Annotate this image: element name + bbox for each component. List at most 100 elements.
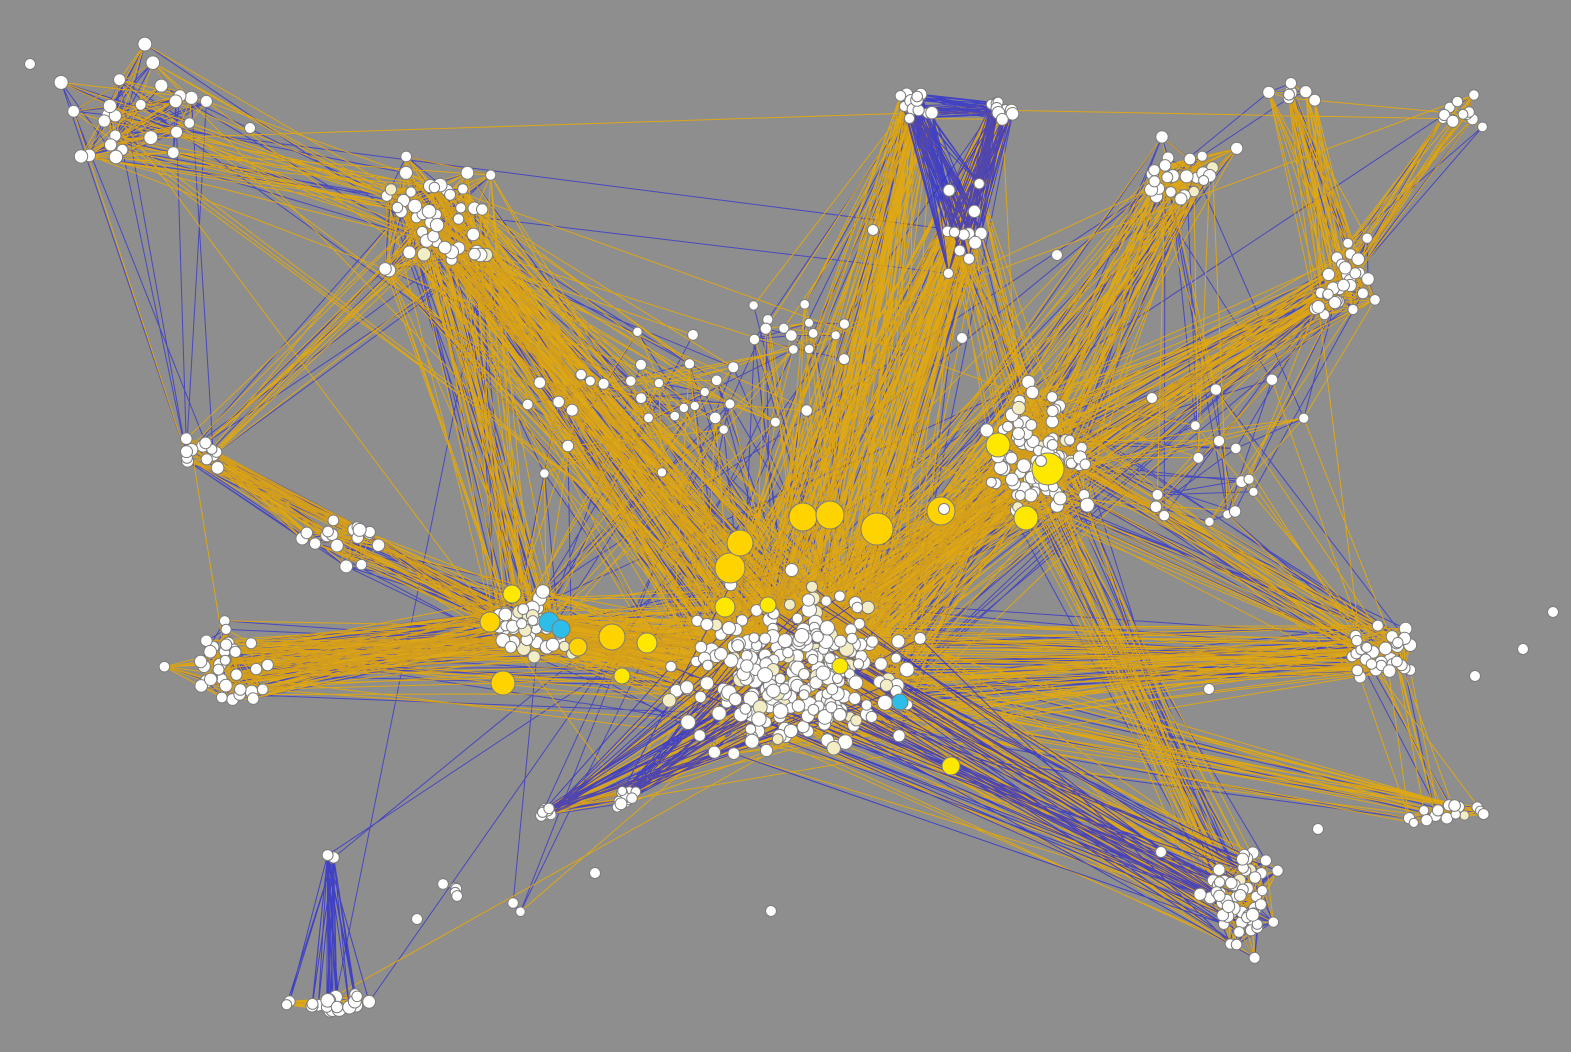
graph-node[interactable] bbox=[306, 997, 319, 1010]
graph-node[interactable] bbox=[1299, 85, 1313, 99]
graph-node[interactable] bbox=[184, 90, 199, 105]
graph-node[interactable] bbox=[1064, 434, 1076, 446]
graph-node[interactable] bbox=[728, 692, 743, 707]
graph-node[interactable] bbox=[194, 679, 208, 693]
graph-node[interactable] bbox=[589, 867, 601, 879]
graph-node[interactable] bbox=[626, 792, 638, 805]
graph-node[interactable] bbox=[53, 74, 69, 90]
graph-node[interactable] bbox=[774, 673, 786, 685]
graph-node[interactable] bbox=[1053, 491, 1068, 506]
graph-node[interactable] bbox=[1045, 414, 1060, 429]
graph-node[interactable] bbox=[985, 476, 997, 488]
graph-node[interactable] bbox=[545, 637, 560, 652]
graph-node[interactable] bbox=[416, 247, 432, 262]
graph-node[interactable] bbox=[825, 701, 838, 714]
graph-node[interactable] bbox=[597, 377, 610, 390]
graph-node[interactable] bbox=[1023, 488, 1038, 503]
graph-node[interactable] bbox=[405, 186, 417, 198]
graph-node[interactable] bbox=[911, 90, 924, 103]
graph-node[interactable] bbox=[811, 630, 824, 643]
graph-node[interactable] bbox=[1347, 303, 1359, 316]
graph-node[interactable] bbox=[617, 786, 628, 796]
graph-node[interactable] bbox=[1183, 152, 1197, 166]
graph-node[interactable] bbox=[865, 710, 878, 724]
graph-node[interactable] bbox=[1011, 400, 1026, 416]
graph-node[interactable] bbox=[1014, 489, 1026, 501]
graph-node[interactable] bbox=[1517, 643, 1529, 655]
graph-node[interactable] bbox=[1158, 509, 1170, 522]
graph-node[interactable] bbox=[851, 601, 864, 614]
graph-node[interactable] bbox=[250, 662, 263, 676]
graph-node[interactable] bbox=[407, 198, 423, 214]
graph-node[interactable] bbox=[744, 733, 760, 749]
graph-node[interactable] bbox=[1351, 634, 1363, 647]
graph-node[interactable] bbox=[1203, 683, 1215, 695]
graph-node[interactable] bbox=[437, 878, 449, 890]
graph-node-gold[interactable] bbox=[479, 611, 501, 633]
graph-node[interactable] bbox=[710, 374, 723, 387]
graph-node[interactable] bbox=[1248, 951, 1261, 964]
graph-node[interactable] bbox=[800, 404, 813, 417]
graph-node[interactable] bbox=[759, 743, 774, 758]
graph-node[interactable] bbox=[709, 411, 722, 425]
graph-node[interactable] bbox=[134, 98, 147, 111]
graph-node[interactable] bbox=[575, 368, 587, 381]
graph-node[interactable] bbox=[727, 361, 740, 374]
graph-node[interactable] bbox=[1311, 300, 1326, 314]
graph-node[interactable] bbox=[244, 122, 256, 134]
graph-node[interactable] bbox=[1256, 885, 1268, 897]
graph-node[interactable] bbox=[817, 709, 833, 725]
graph-node[interactable] bbox=[1265, 373, 1279, 386]
graph-node[interactable] bbox=[903, 112, 916, 125]
graph-node[interactable] bbox=[687, 329, 699, 341]
graph-node[interactable] bbox=[838, 353, 851, 366]
graph-node[interactable] bbox=[400, 150, 413, 163]
graph-node-cyan[interactable] bbox=[891, 693, 909, 711]
graph-node[interactable] bbox=[748, 300, 759, 311]
graph-node[interactable] bbox=[1196, 150, 1208, 162]
graph-node[interactable] bbox=[759, 322, 772, 335]
graph-node[interactable] bbox=[833, 708, 847, 722]
graph-node[interactable] bbox=[791, 612, 804, 625]
graph-node[interactable] bbox=[771, 733, 784, 746]
graph-node[interactable] bbox=[956, 332, 968, 344]
graph-node[interactable] bbox=[680, 714, 696, 731]
graph-node[interactable] bbox=[1198, 175, 1210, 186]
graph-node[interactable] bbox=[428, 181, 441, 194]
graph-node-yellow[interactable] bbox=[941, 756, 961, 776]
graph-node[interactable] bbox=[1179, 169, 1194, 184]
graph-node[interactable] bbox=[199, 436, 212, 450]
graph-node[interactable] bbox=[1349, 267, 1362, 280]
graph-node[interactable] bbox=[700, 617, 714, 631]
graph-node[interactable] bbox=[838, 318, 851, 330]
graph-node[interactable] bbox=[879, 678, 894, 692]
graph-node[interactable] bbox=[200, 634, 213, 648]
graph-node[interactable] bbox=[1225, 876, 1238, 890]
graph-node[interactable] bbox=[521, 398, 534, 411]
graph-node[interactable] bbox=[1016, 458, 1032, 474]
graph-node-yellow[interactable] bbox=[759, 596, 777, 614]
graph-node[interactable] bbox=[1361, 232, 1373, 244]
graph-node[interactable] bbox=[180, 445, 193, 459]
graph-node[interactable] bbox=[1408, 817, 1419, 829]
graph-node-gold[interactable] bbox=[815, 500, 845, 530]
graph-node[interactable] bbox=[320, 993, 336, 1008]
graph-node[interactable] bbox=[1420, 814, 1433, 827]
graph-node[interactable] bbox=[1342, 237, 1354, 249]
graph-node[interactable] bbox=[942, 183, 956, 197]
graph-node[interactable] bbox=[748, 632, 760, 644]
graph-node[interactable] bbox=[429, 217, 445, 233]
graph-node[interactable] bbox=[913, 632, 927, 645]
graph-node[interactable] bbox=[791, 699, 806, 713]
graph-node[interactable] bbox=[1213, 876, 1226, 888]
graph-node[interactable] bbox=[1248, 871, 1262, 884]
graph-node[interactable] bbox=[731, 639, 745, 653]
graph-node[interactable] bbox=[891, 634, 906, 649]
graph-node[interactable] bbox=[736, 614, 749, 627]
graph-node[interactable] bbox=[154, 78, 169, 93]
graph-node[interactable] bbox=[24, 58, 36, 70]
graph-node-gold[interactable] bbox=[726, 529, 754, 557]
graph-node[interactable] bbox=[378, 262, 392, 276]
graph-node[interactable] bbox=[199, 94, 213, 108]
graph-node[interactable] bbox=[1378, 641, 1393, 656]
